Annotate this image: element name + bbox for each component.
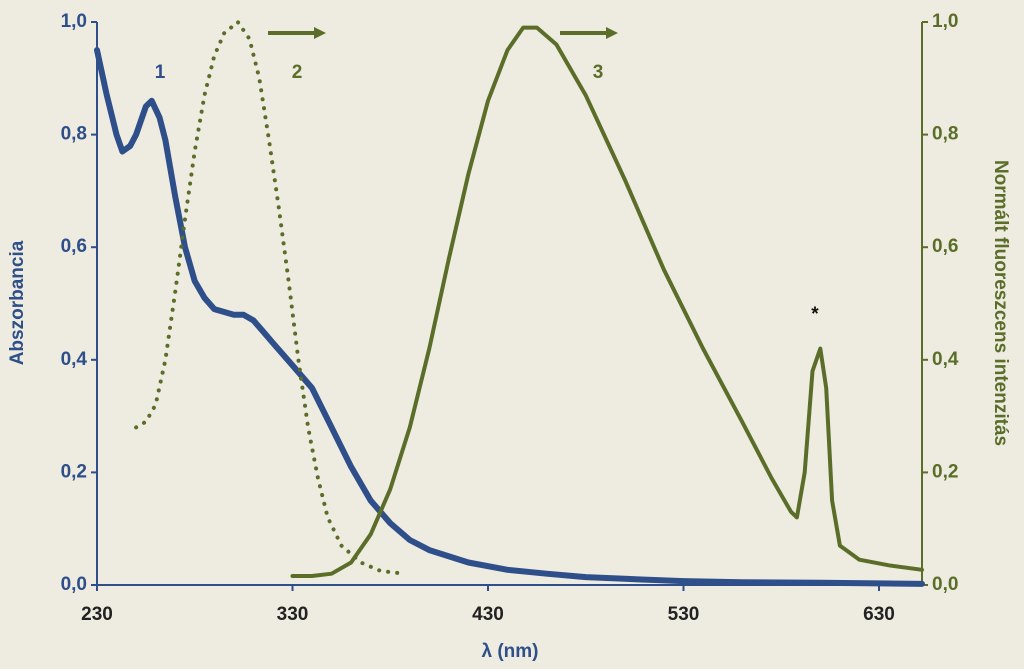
x-tick-label: 530 [668,604,700,625]
series-label: 3 [593,62,604,83]
x-tick-label: 430 [472,604,504,625]
x-tick-label: 330 [277,604,309,625]
y-tick-label: 0,4 [61,349,88,370]
y-tick-label: 0,2 [61,461,87,482]
series-label: 1 [155,62,166,83]
x-tick-label: 630 [863,604,895,625]
y2-tick-label: 0,0 [932,574,958,595]
y-tick-label: 1,0 [61,11,87,32]
y2-tick-label: 1,0 [932,11,958,32]
y2-tick-label: 0,4 [932,349,959,370]
annotation: * [811,304,819,325]
arrow [268,27,326,39]
series-line [290,25,924,578]
y-tick-label: 0,8 [61,124,87,145]
y-tick-label: 0,0 [61,574,87,595]
x-tick-label: 230 [81,604,113,625]
series-label: 2 [292,62,303,83]
x-axis-label: λ (nm) [482,641,539,662]
y2-axis-label: Normált fluoreszcens intenzitás [990,160,1011,446]
series-line [94,47,925,587]
y2-tick-label: 0,2 [932,461,958,482]
y2-tick-label: 0,8 [932,124,958,145]
y2-tick-label: 0,6 [932,236,958,257]
y-axis-label: Abszorbancia [7,240,28,365]
series-line [134,20,406,576]
y-tick-label: 0,6 [61,236,87,257]
arrow [560,27,618,39]
